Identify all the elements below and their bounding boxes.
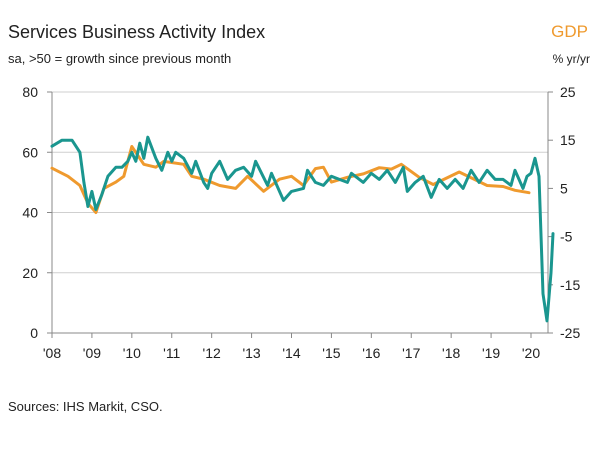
right-tick-label: 15 — [560, 132, 576, 148]
x-tick-label: '20 — [522, 345, 540, 361]
x-tick-label: '17 — [402, 345, 420, 361]
right-tick-label: -25 — [560, 325, 580, 341]
x-tick-label: '16 — [362, 345, 380, 361]
left-tick-label: 60 — [22, 144, 38, 160]
right-axis-unit: % yr/yr — [552, 52, 590, 66]
source-note: Sources: IHS Markit, CSO. — [8, 399, 163, 414]
right-tick-label: 25 — [560, 84, 576, 100]
left-tick-label: 80 — [22, 84, 38, 100]
left-tick-label: 40 — [22, 205, 38, 221]
services-activity-line — [50, 135, 555, 323]
x-tick-label: '10 — [123, 345, 141, 361]
right-tick-label: -15 — [560, 277, 580, 293]
x-tick-label: '15 — [322, 345, 340, 361]
x-tick-label: '13 — [242, 345, 260, 361]
gdp-line — [50, 145, 531, 214]
x-tick-label: '19 — [482, 345, 500, 361]
right-tick-label: -5 — [560, 229, 573, 245]
x-tick-label: '11 — [163, 345, 180, 361]
x-tick-label: '14 — [282, 345, 300, 361]
right-axis-title: GDP — [551, 22, 588, 41]
left-tick-label: 0 — [30, 325, 38, 341]
x-tick-label: '08 — [43, 345, 61, 361]
x-tick-label: '12 — [203, 345, 221, 361]
x-tick-label: '18 — [442, 345, 460, 361]
chart-title: Services Business Activity Index — [8, 22, 266, 42]
right-tick-label: 5 — [560, 180, 568, 196]
x-tick-label: '09 — [83, 345, 101, 361]
left-tick-label: 20 — [22, 265, 38, 281]
chart-subtitle: sa, >50 = growth since previous month — [8, 51, 232, 66]
